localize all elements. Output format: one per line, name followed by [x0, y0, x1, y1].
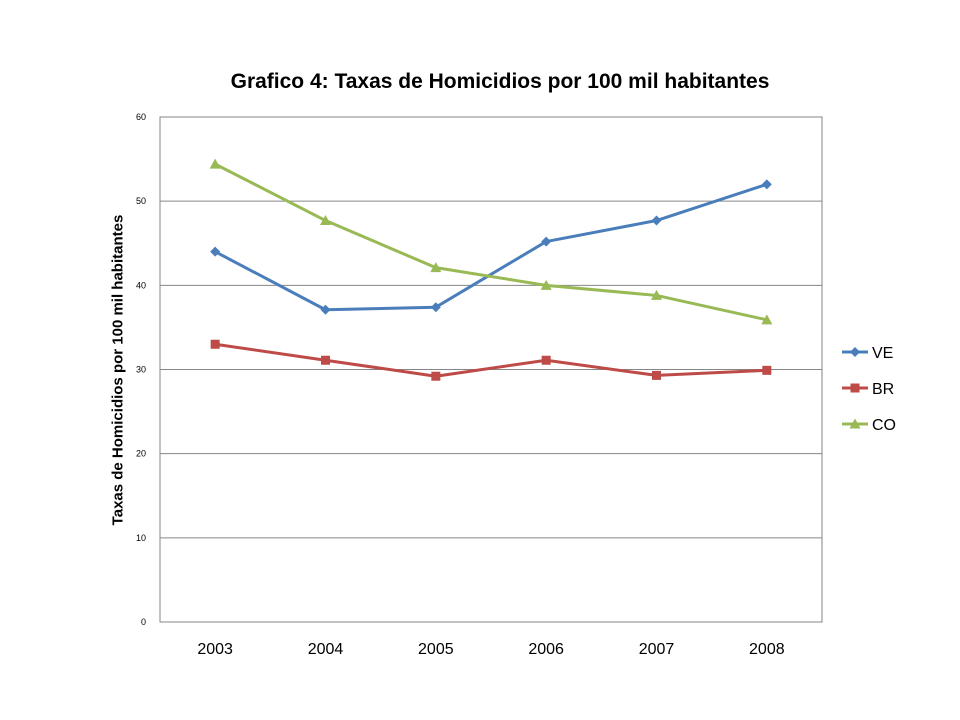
series-layer — [209, 158, 773, 381]
legend-item-br: BR — [842, 381, 894, 398]
data-point-ve — [651, 215, 662, 226]
data-point-co — [540, 279, 552, 290]
y-tick-label: 50 — [136, 196, 146, 206]
data-point-co — [430, 262, 442, 273]
legend-swatch-marker — [849, 418, 861, 429]
series-line-br — [214, 342, 767, 378]
legend-label: VE — [872, 345, 893, 362]
x-tick-label: 2005 — [418, 641, 454, 658]
data-point-br — [321, 355, 330, 365]
y-tick-label: 60 — [136, 112, 146, 122]
data-point-br — [541, 355, 551, 365]
plot-area — [159, 116, 823, 623]
data-point-ve — [761, 179, 772, 190]
legend-label: BR — [872, 381, 894, 398]
data-point-co — [209, 158, 221, 169]
legend: VE BR CO — [842, 345, 896, 434]
series-ve — [210, 179, 772, 315]
y-tick-label: 30 — [136, 365, 146, 375]
data-point-ve — [210, 246, 221, 257]
x-tick-label: 2004 — [308, 641, 344, 658]
y-tick-label: 20 — [136, 449, 146, 459]
data-point-ve — [430, 302, 441, 313]
y-tick-label: 40 — [136, 280, 146, 290]
series-co — [209, 158, 773, 325]
series-line-ve — [214, 182, 768, 312]
data-point-ve — [320, 304, 331, 315]
legend-swatch-marker — [850, 347, 860, 357]
legend-swatch-marker — [850, 383, 860, 393]
series-line-co — [214, 162, 768, 322]
chart-title: Grafico 4: Taxas de Homicidios por 100 m… — [230, 70, 770, 93]
data-point-co — [651, 289, 662, 300]
legend-item-co: CO — [842, 417, 896, 434]
x-axis-ticks: 2003 2004 2005 2006 2007 2008 — [197, 641, 784, 658]
x-tick-label: 2008 — [749, 641, 785, 658]
data-point-br — [210, 339, 220, 349]
legend-label: CO — [872, 417, 896, 434]
data-point-br — [431, 371, 441, 381]
x-tick-label: 2007 — [639, 641, 675, 658]
y-tick-label: 10 — [136, 533, 146, 543]
series-br — [210, 339, 772, 381]
data-point-co — [761, 314, 773, 325]
data-point-br — [652, 370, 661, 380]
x-tick-label: 2006 — [528, 641, 564, 658]
data-point-ve — [541, 236, 552, 247]
data-point-co — [320, 215, 331, 226]
legend-item-ve: VE — [842, 345, 893, 362]
data-point-br — [762, 365, 772, 375]
x-tick-label: 2003 — [197, 641, 233, 658]
y-axis-ticks: 0 10 20 30 40 50 60 — [136, 112, 146, 627]
y-tick-label: 0 — [141, 617, 146, 627]
